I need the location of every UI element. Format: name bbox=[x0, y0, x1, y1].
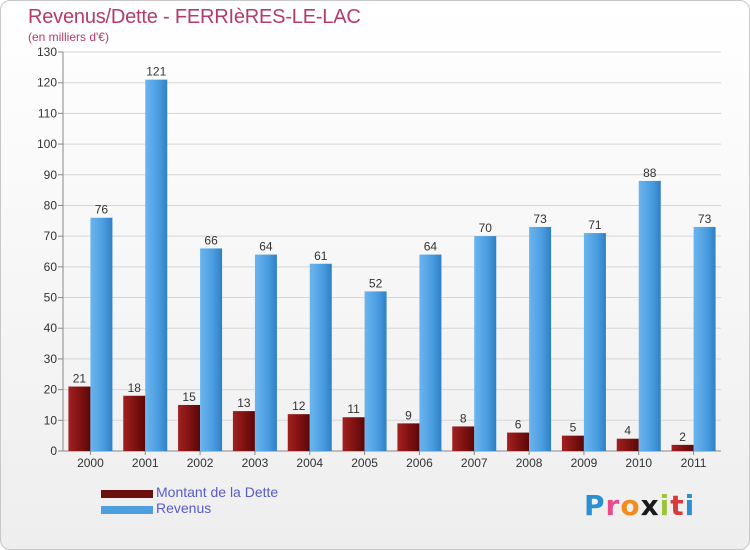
bar-revenus bbox=[90, 217, 113, 451]
label-layer: 21 76 18 121 15 66 13 64 12 61 11 52 9 64 8 70 6 73 5 71 4 88… bbox=[73, 65, 712, 444]
logo-letter: t bbox=[670, 489, 685, 522]
data-label-debt: 4 bbox=[624, 424, 631, 438]
y-tick-label: 70 bbox=[44, 229, 58, 243]
x-tick-label: 2006 bbox=[406, 456, 433, 470]
logo-letter: i bbox=[684, 489, 696, 522]
y-tick-label: 20 bbox=[44, 383, 58, 397]
bar-revenus bbox=[638, 180, 661, 451]
logo-letter: r bbox=[605, 489, 621, 522]
legend-label-revenus: Revenus bbox=[156, 500, 212, 516]
y-tick-label: 110 bbox=[38, 106, 57, 120]
x-tick-label: 2005 bbox=[351, 456, 378, 470]
data-label-revenus: 73 bbox=[533, 212, 547, 226]
data-label-revenus: 88 bbox=[643, 166, 657, 180]
x-tick-label: 2004 bbox=[296, 456, 323, 470]
legend-swatch-revenus bbox=[101, 506, 153, 514]
x-tick-label: 2008 bbox=[516, 456, 543, 470]
data-label-revenus: 52 bbox=[369, 276, 383, 290]
data-label-revenus: 121 bbox=[146, 65, 166, 79]
y-tick-label: 80 bbox=[44, 198, 58, 212]
x-tick-label: 2010 bbox=[625, 456, 652, 470]
data-label-debt: 2 bbox=[679, 430, 686, 444]
legend-swatch-debt bbox=[101, 490, 153, 498]
data-label-revenus: 70 bbox=[479, 221, 493, 235]
y-tick-label: 50 bbox=[44, 291, 58, 305]
proxiti-logo: Proxiti bbox=[584, 489, 695, 522]
data-label-revenus: 61 bbox=[314, 249, 328, 263]
y-tick-label: 100 bbox=[37, 137, 57, 151]
bar-debt bbox=[68, 386, 91, 451]
bar-revenus bbox=[254, 254, 277, 451]
x-tick-label: 2007 bbox=[461, 456, 488, 470]
bar-debt bbox=[397, 423, 420, 451]
y-tick-label: 10 bbox=[44, 413, 58, 427]
data-label-debt: 12 bbox=[292, 399, 306, 413]
bar-debt bbox=[671, 444, 694, 451]
bar-revenus bbox=[364, 291, 387, 451]
logo-letter: x bbox=[640, 489, 660, 522]
bar-layer bbox=[68, 79, 716, 451]
bar-revenus bbox=[474, 236, 497, 451]
bar-debt bbox=[507, 432, 530, 451]
chart-subtitle: (en milliers d'€) bbox=[28, 30, 109, 44]
data-label-debt: 13 bbox=[237, 396, 251, 410]
data-label-revenus: 66 bbox=[204, 233, 218, 247]
data-label-debt: 21 bbox=[73, 372, 87, 386]
logo-letter: P bbox=[584, 489, 606, 522]
y-tick-label: 130 bbox=[37, 45, 57, 59]
data-label-revenus: 64 bbox=[259, 240, 273, 254]
data-label-revenus: 64 bbox=[424, 240, 438, 254]
bar-revenus bbox=[529, 226, 552, 451]
data-label-revenus: 71 bbox=[588, 218, 602, 232]
x-tick-label: 2003 bbox=[242, 456, 269, 470]
bar-revenus bbox=[309, 263, 332, 451]
x-tick-label: 2009 bbox=[571, 456, 598, 470]
y-tick-label: 90 bbox=[44, 168, 58, 182]
bar-debt bbox=[287, 414, 310, 451]
x-tick-label: 2011 bbox=[681, 456, 707, 470]
bar-debt bbox=[123, 395, 146, 451]
y-tick-label: 30 bbox=[44, 352, 58, 366]
data-label-debt: 5 bbox=[570, 421, 577, 435]
y-tick-label: 0 bbox=[50, 444, 57, 458]
data-label-debt: 18 bbox=[128, 381, 142, 395]
y-tick-label: 120 bbox=[37, 76, 57, 90]
bar-revenus bbox=[145, 79, 168, 451]
x-tick-label: 2002 bbox=[187, 456, 214, 470]
bar-debt bbox=[616, 438, 639, 451]
data-label-debt: 6 bbox=[515, 418, 522, 432]
grid-layer bbox=[63, 51, 721, 452]
x-tick-label: 2000 bbox=[77, 456, 104, 470]
data-label-revenus: 76 bbox=[95, 203, 109, 217]
bar-revenus bbox=[693, 226, 716, 451]
x-tick-label: 2001 bbox=[132, 456, 159, 470]
bar-revenus bbox=[419, 254, 442, 451]
bar-debt bbox=[232, 411, 255, 451]
bar-debt bbox=[452, 426, 475, 451]
data-label-debt: 9 bbox=[405, 408, 412, 422]
legend-label-debt: Montant de la Dette bbox=[156, 484, 279, 500]
data-label-revenus: 73 bbox=[698, 212, 712, 226]
logo-letter: i bbox=[659, 489, 671, 522]
bar-debt bbox=[342, 417, 365, 451]
bar-debt bbox=[178, 404, 201, 451]
bar-revenus bbox=[583, 233, 606, 451]
y-tick-label: 60 bbox=[44, 260, 58, 274]
data-label-debt: 8 bbox=[460, 411, 467, 425]
data-label-debt: 11 bbox=[347, 402, 360, 416]
bar-revenus bbox=[200, 248, 223, 451]
chart-title: Revenus/Dette - FERRIèRES-LE-LAC bbox=[28, 6, 361, 28]
axis-layer: 0 10 20 30 40 50 60 70 80 90 100 110 120 130 2000 2001 2… bbox=[37, 45, 721, 470]
bar-debt bbox=[561, 435, 584, 451]
y-tick-label: 40 bbox=[44, 321, 58, 335]
data-label-debt: 15 bbox=[182, 390, 196, 404]
logo-letter: o bbox=[620, 489, 641, 522]
